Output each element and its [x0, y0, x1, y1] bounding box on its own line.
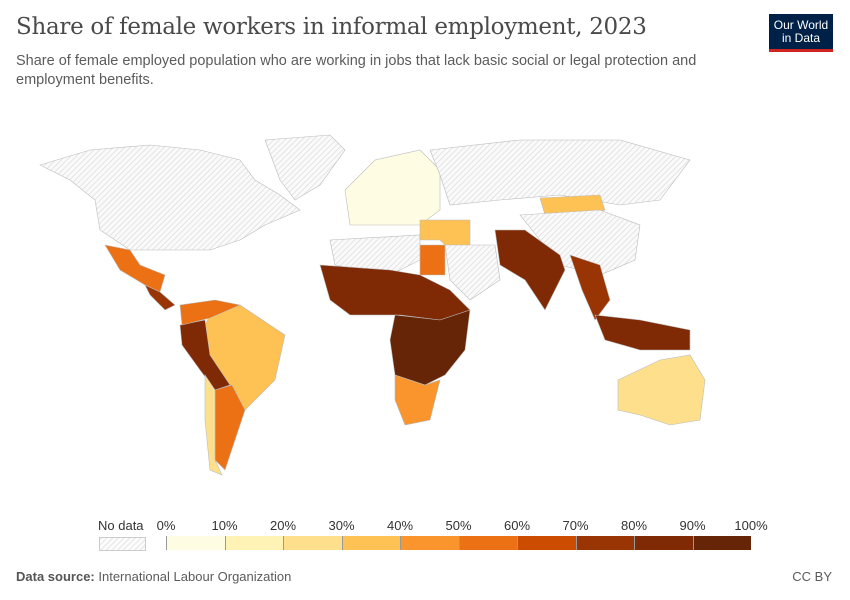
- legend-bin[interactable]: [458, 536, 517, 550]
- license[interactable]: CC BY: [792, 569, 832, 584]
- color-legend: No data 0% 10% 20% 30% 40% 50% 60% 70% 80% 90% 100…: [0, 510, 850, 555]
- logo-text: Our World in Data: [773, 18, 829, 45]
- legend-tick-label: 90%: [679, 518, 706, 533]
- region-north-america: [39, 144, 301, 251]
- legend-bin[interactable]: [341, 536, 400, 550]
- world-map: [39, 134, 706, 476]
- legend-tick-label: 80%: [620, 518, 648, 533]
- legend-tick-label: 40%: [386, 518, 414, 533]
- legend-tick-label: 20%: [269, 518, 297, 533]
- legend-bin[interactable]: [575, 536, 634, 550]
- legend-tick-label: 30%: [328, 518, 355, 533]
- region-chile: [204, 374, 223, 476]
- legend-tick-label: 70%: [562, 518, 589, 533]
- source-link[interactable]: International Labour Organization: [98, 569, 292, 584]
- data-source: Data source: International Labour Organi…: [16, 569, 291, 584]
- region-south-asia: [494, 229, 566, 311]
- region-indonesia: [594, 314, 691, 351]
- region-arabia-nodata: [444, 244, 501, 301]
- no-data-label: No data: [98, 518, 144, 533]
- region-southeast-asia: [569, 254, 611, 321]
- legend-tick-label: 100%: [734, 518, 768, 533]
- source-label: Data source:: [16, 569, 95, 584]
- region-west-africa: [319, 264, 471, 321]
- legend-bin[interactable]: [692, 536, 751, 550]
- region-north-africa-nodata: [329, 234, 421, 276]
- legend-tick-label: 50%: [445, 518, 472, 533]
- region-colombia-venezuela: [179, 299, 241, 326]
- region-southern-africa: [394, 374, 441, 426]
- legend-bin[interactable]: [283, 536, 342, 550]
- region-australia: [617, 354, 706, 426]
- region-mexico: [104, 244, 166, 293]
- legend-bin[interactable]: [517, 536, 576, 550]
- legend-bin[interactable]: [224, 536, 283, 550]
- no-data-swatch: [99, 537, 146, 551]
- legend-tick-label: 10%: [211, 518, 238, 533]
- legend-tick-label: 0%: [156, 518, 176, 533]
- region-russia: [429, 139, 691, 206]
- chart-subtitle: Share of female employed population who …: [16, 53, 697, 88]
- legend-bin[interactable]: [634, 536, 693, 550]
- chart-title: Share of female workers in informal empl…: [16, 14, 647, 40]
- legend-bin[interactable]: [166, 536, 225, 550]
- region-central-east-africa: [389, 309, 471, 386]
- region-europe: [344, 149, 441, 226]
- owid-logo[interactable]: Our World in Data: [769, 14, 833, 52]
- region-central-america: [144, 284, 176, 311]
- region-egypt: [419, 244, 446, 276]
- legend-tick-label: 60%: [503, 518, 531, 533]
- legend-bin[interactable]: [400, 536, 459, 550]
- region-greenland: [264, 134, 346, 201]
